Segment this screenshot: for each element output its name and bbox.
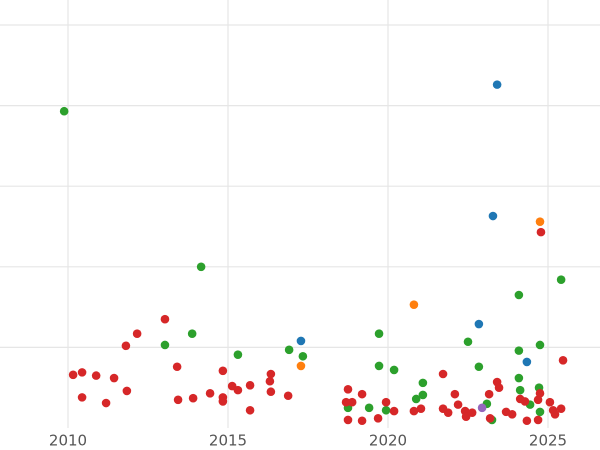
point xyxy=(160,314,170,324)
point xyxy=(381,397,391,407)
point xyxy=(296,336,306,346)
point xyxy=(77,368,87,377)
point xyxy=(453,400,463,409)
point xyxy=(132,329,142,338)
point xyxy=(196,262,206,272)
point xyxy=(121,341,131,351)
point xyxy=(533,415,543,425)
point xyxy=(160,340,170,350)
point xyxy=(474,362,484,372)
point xyxy=(474,319,484,329)
point xyxy=(296,361,306,371)
point xyxy=(522,416,532,426)
point xyxy=(438,369,448,379)
point xyxy=(218,397,228,406)
point xyxy=(550,409,560,419)
point xyxy=(484,389,494,399)
point xyxy=(463,337,473,347)
point xyxy=(374,329,384,338)
x-tick-label: 2015 xyxy=(209,432,247,450)
point xyxy=(443,408,453,417)
point xyxy=(233,350,243,359)
point xyxy=(284,345,294,355)
point xyxy=(389,406,399,416)
point xyxy=(492,80,502,89)
point xyxy=(450,389,460,399)
point xyxy=(535,389,545,398)
point xyxy=(343,385,353,394)
point xyxy=(188,393,198,403)
point xyxy=(266,387,276,397)
point xyxy=(536,227,546,237)
point xyxy=(418,390,428,400)
point xyxy=(520,397,530,406)
point xyxy=(488,211,498,221)
point xyxy=(522,357,532,367)
point xyxy=(381,405,391,415)
point xyxy=(485,414,495,423)
point xyxy=(109,373,119,383)
point xyxy=(461,412,471,422)
point xyxy=(494,383,504,392)
point xyxy=(266,369,276,379)
point xyxy=(341,397,351,407)
point xyxy=(535,407,545,417)
point xyxy=(91,371,101,380)
point xyxy=(418,378,428,388)
point xyxy=(558,355,568,365)
point xyxy=(122,386,132,396)
point xyxy=(373,414,383,423)
x-tick-label: 2020 xyxy=(369,432,407,450)
point xyxy=(173,395,183,405)
point xyxy=(545,397,555,407)
point xyxy=(556,275,566,284)
point xyxy=(347,397,357,407)
point xyxy=(187,329,197,338)
point xyxy=(409,406,419,416)
point xyxy=(172,362,182,372)
point xyxy=(101,398,111,408)
point xyxy=(364,403,374,413)
point xyxy=(343,415,353,425)
point xyxy=(507,409,517,419)
point xyxy=(514,373,524,383)
point xyxy=(283,391,293,401)
point xyxy=(515,385,525,395)
point xyxy=(357,416,367,426)
point xyxy=(59,106,69,116)
point xyxy=(514,290,524,300)
point xyxy=(205,389,215,398)
point xyxy=(68,370,78,380)
point xyxy=(535,217,545,226)
point xyxy=(409,300,419,309)
point xyxy=(477,403,487,413)
point xyxy=(411,394,421,404)
point xyxy=(218,366,228,376)
point xyxy=(533,395,543,405)
point xyxy=(357,389,367,399)
point xyxy=(535,340,545,350)
x-tick-label: 2025 xyxy=(529,432,567,450)
point xyxy=(374,361,384,371)
point xyxy=(556,404,566,413)
point xyxy=(245,380,255,390)
point xyxy=(514,346,524,355)
x-tick-label: 2010 xyxy=(49,432,87,450)
point xyxy=(467,408,477,417)
point xyxy=(77,393,87,402)
point xyxy=(265,376,275,386)
point xyxy=(245,405,255,415)
point xyxy=(298,351,308,361)
point xyxy=(416,404,426,413)
point xyxy=(389,365,399,375)
point xyxy=(233,385,243,395)
